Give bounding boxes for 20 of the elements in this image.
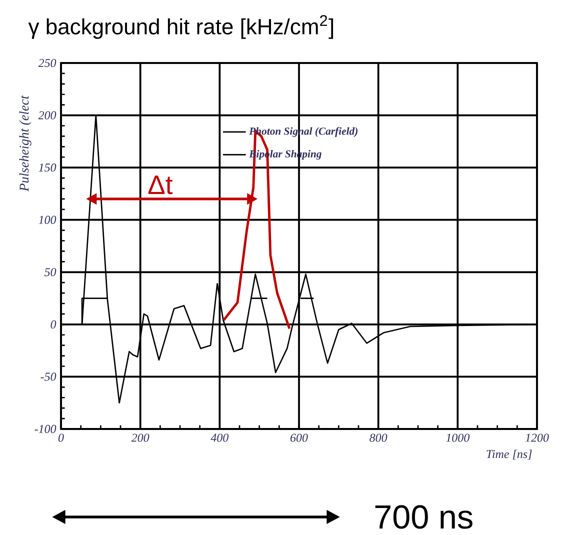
annotation: Δt (148, 176, 173, 194)
y-tick-label: 250 (38, 58, 56, 68)
y-tick-label: 50 (44, 268, 56, 276)
y-tick-label: -100 (34, 424, 56, 434)
x-tick-label: 400 (210, 434, 229, 442)
x-tick-label: 800 (370, 434, 388, 442)
y-tick-label: 100 (38, 216, 56, 224)
y-axis-title: Pulseheight (elect (19, 95, 32, 192)
y-tick-label: -50 (40, 372, 56, 381)
chart-title: γ background hit rate [kHz/cm$^{2}$] (28, 15, 334, 39)
x-tick-label: 1200 (525, 434, 549, 442)
y-tick-label: 200 (38, 111, 56, 120)
x-tick-label: 1000 (446, 434, 470, 442)
text: 700 ns (375, 505, 472, 529)
y-tick-label: 150 (38, 164, 56, 172)
y-tick-label: 0 (50, 320, 56, 328)
x-tick-label: 200 (131, 434, 150, 442)
x-axis-title: Time [ns] (486, 450, 532, 460)
x-tick-label: 600 (290, 434, 308, 442)
x-tick-label: 0 (58, 434, 64, 442)
